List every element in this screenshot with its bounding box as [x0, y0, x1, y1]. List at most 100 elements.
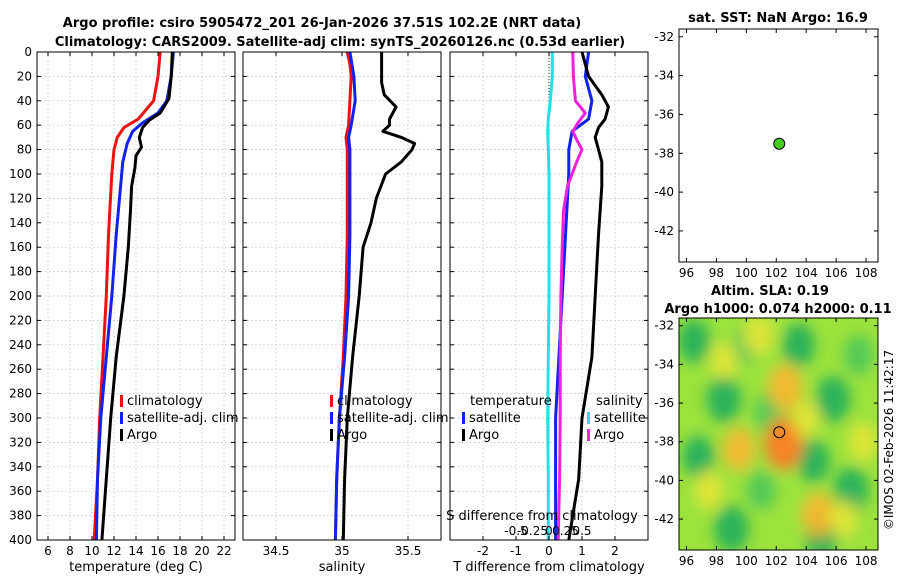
sla-blob: [679, 319, 710, 363]
legend-argo-swatch: [120, 429, 123, 441]
x-tick-label: 106: [825, 266, 848, 280]
map-frame: [678, 28, 879, 263]
legend-satellite-adj-label: satellite-adj. clim: [127, 411, 239, 426]
x-tick-label: 96: [679, 554, 694, 568]
series-line-temperature-satellite: [554, 51, 594, 540]
series-line-salinity-satellite: [546, 52, 554, 540]
legend-s-argo-label: Argo: [594, 428, 624, 443]
sla-blob: [815, 375, 851, 423]
s-tick-label: 0.25: [552, 524, 579, 538]
y-tick-label: 220: [9, 313, 32, 327]
figure-title-line1: Argo profile: csiro 5905472_201 26-Jan-2…: [63, 16, 581, 31]
profile-panel-temperature: 0 20 40 60 80 100 120 140 160 180 200 220 240 260 280 3…: [9, 45, 239, 575]
sla-blob: [746, 470, 777, 511]
x-tick-label: 104: [795, 554, 818, 568]
legend-t-satellite-swatch: [462, 412, 465, 424]
copyright-label: ©IMOS 02-Feb-2026 11:42:17: [882, 350, 896, 530]
profile-location-marker: [773, 137, 786, 150]
y-tick-label: 200: [9, 289, 32, 303]
sla-blob: [792, 400, 820, 437]
y-tick-label: 280: [9, 387, 32, 401]
y-tick-label: -42: [654, 224, 674, 238]
x-tick-label: 102: [765, 554, 788, 568]
y-tick-label: -36: [654, 107, 674, 121]
y-tick-label: -34: [654, 357, 674, 371]
x-tick-label: 98: [709, 554, 724, 568]
s-tick-label: -0.5: [504, 524, 527, 538]
x-tick-label: 1: [578, 544, 586, 558]
sla-blob: [682, 435, 715, 479]
y-tick-label: 100: [9, 167, 32, 181]
y-tick-label: -32: [654, 30, 674, 44]
y-tick-label: 120: [9, 191, 32, 205]
legend-t-argo-swatch: [462, 429, 465, 441]
y-tick-label: 20: [17, 69, 32, 83]
y-tick-label: -34: [654, 69, 674, 83]
legend-climatology-label: climatology: [337, 394, 413, 409]
sla-blob: [742, 318, 774, 357]
x-tick-label: 22: [216, 544, 231, 558]
sla-blob: [714, 505, 749, 550]
s-tick-label: 0.5: [572, 524, 591, 538]
legend-climatology-swatch: [120, 395, 123, 407]
y-tick-label: 60: [17, 118, 32, 132]
x-tick-label: 35: [334, 544, 349, 558]
x-tick-label: 34.5: [263, 544, 290, 558]
s-tick-label: 0: [545, 524, 553, 538]
y-tick-label: 320: [9, 435, 32, 449]
sst-map-title: sat. SST: NaN Argo: 16.9: [688, 11, 868, 26]
legend-title-salinity: salinity: [596, 394, 643, 409]
x-tick-label: 8: [66, 544, 74, 558]
legend-climatology-label: climatology: [127, 394, 203, 409]
map-frame: [678, 317, 879, 551]
profile-panel-salinity: 34.5 35 35.5 salinity climatology satellite-a…: [242, 51, 449, 575]
x-tick-label: 108: [855, 266, 878, 280]
map-panel-sst_map: 96 98 100 102 104 106 108 -32 -34 -36 -38 -40 -42: [654, 28, 879, 280]
x-tick-label: 2: [611, 544, 619, 558]
series-line-argo: [341, 52, 417, 541]
sla-blob: [706, 375, 742, 423]
series-line-temperature-argo: [567, 51, 610, 541]
sla-blob: [801, 492, 835, 538]
sla-heatmap: [679, 318, 878, 550]
legend-s-satellite-swatch: [587, 412, 590, 424]
y-tick-label: 160: [9, 240, 32, 254]
x-tick-label: 100: [735, 266, 758, 280]
x-tick-label: 98: [709, 266, 724, 280]
x-tick-label: 0: [545, 544, 553, 558]
y-tick-label: 300: [9, 411, 32, 425]
x-axis-label: T difference from climatology: [452, 560, 645, 575]
y-tick-label: 400: [9, 533, 32, 547]
legend-t-satellite-label: satellite: [469, 411, 521, 426]
x-axis-label-top: S difference from climatology: [446, 509, 638, 524]
x-tick-label: 10: [84, 544, 99, 558]
x-tick-label: 104: [795, 266, 818, 280]
x-tick-label: 16: [150, 544, 165, 558]
legend-satellite-adj-label: satellite-adj. clim: [337, 411, 449, 426]
sla-blob: [843, 334, 874, 375]
legend-title-temperature: temperature: [470, 394, 552, 409]
y-tick-label: -38: [654, 146, 674, 160]
y-tick-label: 240: [9, 338, 32, 352]
y-tick-label: 380: [9, 509, 32, 523]
x-tick-label: 18: [172, 544, 187, 558]
y-tick-label: 140: [9, 216, 32, 230]
y-tick-label: -32: [654, 319, 674, 333]
s-tick-label: -0.25: [517, 524, 548, 538]
sla-blob: [829, 499, 858, 539]
legend-s-argo-swatch: [587, 429, 590, 441]
map-panel-sla_map: 96 98 100 102 104 106 108 -32 -34 -36 -38 -40 -42: [654, 317, 879, 568]
sla-blob: [768, 364, 803, 411]
x-tick-label: -1: [510, 544, 522, 558]
sla-blob: [848, 421, 878, 462]
series-line-satellite-adj-clim: [333, 51, 357, 541]
legend-climatology-swatch: [330, 395, 333, 407]
x-tick-label: 96: [679, 266, 694, 280]
profile-location-marker: [773, 426, 786, 439]
sla-map-title-line2: Argo h1000: 0.074 h2000: 0.11: [664, 302, 891, 317]
x-tick-label: 100: [735, 554, 758, 568]
x-tick-label: -2: [477, 544, 489, 558]
x-tick-label: 106: [825, 554, 848, 568]
series-line-salinity-argo: [556, 51, 587, 541]
